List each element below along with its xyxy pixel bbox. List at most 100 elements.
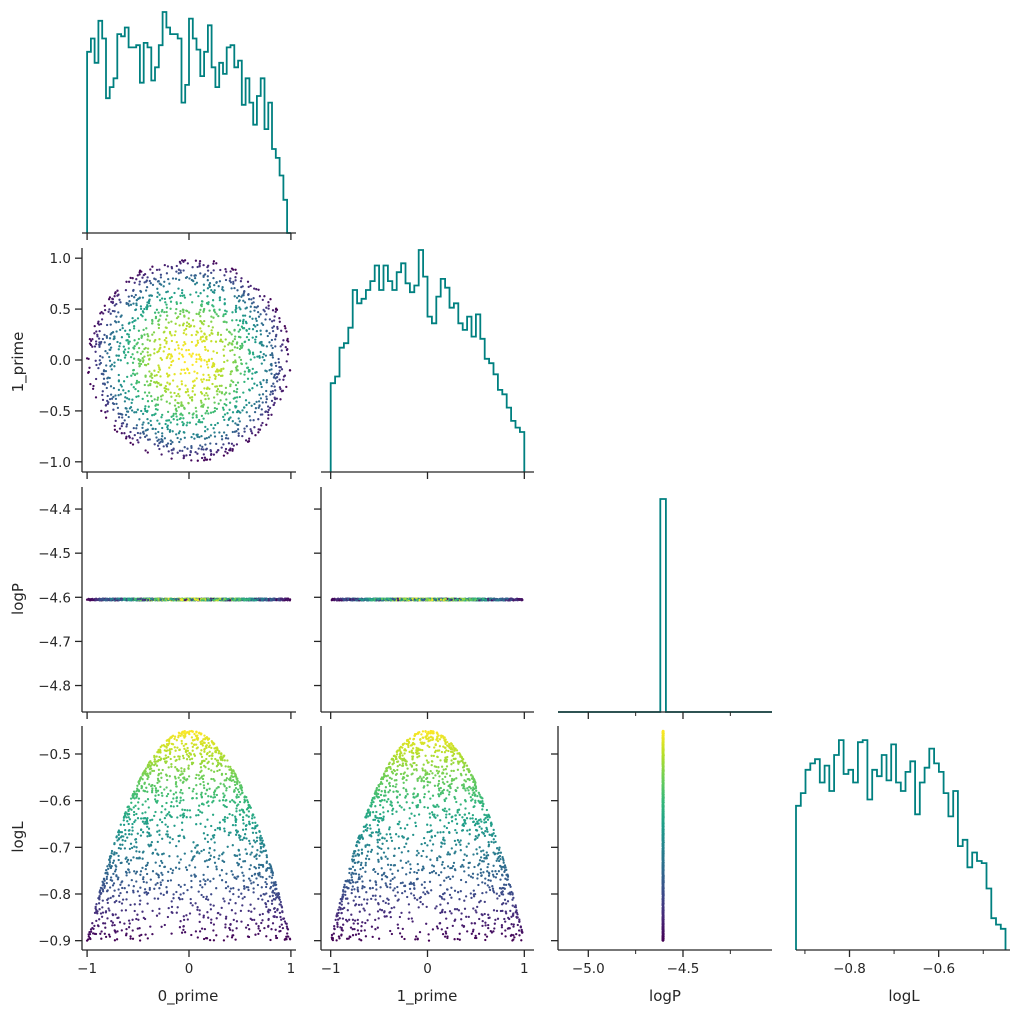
scatter-point (200, 434, 203, 438)
scatter-point (91, 387, 95, 390)
scatter-point (262, 308, 265, 312)
scatter-point (254, 434, 257, 437)
scatter-point (176, 804, 179, 808)
scatter-point (373, 599, 376, 602)
scatter-point (104, 404, 108, 407)
scatter-point (184, 342, 187, 346)
scatter-point (224, 450, 227, 453)
scatter-point (208, 376, 211, 379)
scatter-point (273, 598, 276, 602)
scatter-point (92, 384, 95, 388)
scatter-point (113, 365, 116, 368)
scatter-point (148, 279, 151, 283)
scatter-point (177, 268, 181, 271)
scatter-point (146, 301, 149, 304)
histogram-logP (558, 498, 772, 713)
scatter-point (205, 391, 208, 395)
scatter-point (183, 314, 186, 317)
scatter-point (223, 345, 226, 348)
scatter-point (267, 304, 270, 307)
scatter-point (195, 414, 198, 417)
scatter-point (257, 315, 261, 318)
scatter-point (167, 347, 171, 351)
scatter-point (249, 310, 252, 313)
scatter-point (191, 416, 194, 419)
scatter-point (120, 336, 124, 339)
scatter-point (156, 781, 159, 785)
scatter-point (98, 344, 101, 347)
scatter-point (142, 311, 145, 314)
scatter-point (158, 268, 161, 271)
scatter-point (167, 277, 170, 281)
scatter-point (146, 598, 150, 602)
scatter-point (173, 373, 176, 376)
scatter-point (508, 598, 511, 601)
scatter-point (163, 389, 167, 393)
scatter-point (280, 906, 284, 909)
scatter-point (254, 325, 257, 328)
scatter-point (120, 422, 124, 425)
scatter-point (264, 354, 268, 357)
scatter-point (248, 388, 251, 391)
scatter-point (109, 385, 113, 388)
scatter-point (269, 390, 273, 393)
scatter-point (253, 305, 256, 309)
scatter-point (278, 378, 281, 381)
scatter-point (103, 341, 106, 344)
scatter-point (253, 410, 257, 414)
scatter-point (237, 335, 241, 339)
scatter-point (130, 374, 133, 377)
scatter-point (135, 411, 138, 414)
scatter-point (204, 397, 207, 401)
scatter-point (131, 321, 134, 324)
scatter-point (212, 316, 215, 319)
scatter-point (248, 437, 251, 440)
scatter-point (205, 387, 209, 391)
scatter-point (202, 289, 206, 292)
scatter-point (219, 597, 222, 601)
scatter-point (228, 599, 232, 602)
scatter-point (264, 401, 268, 404)
scatter-point (226, 423, 229, 427)
scatter-point (267, 408, 270, 412)
scatter-point (253, 356, 256, 359)
scatter-point (183, 431, 186, 434)
scatter-point (220, 446, 223, 449)
scatter-point (137, 337, 141, 341)
scatter-point (275, 307, 278, 310)
scatter-point (143, 333, 146, 336)
scatter-point (151, 322, 154, 325)
scatter-point (130, 409, 134, 412)
scatter-point (265, 423, 268, 426)
scatter-point (206, 275, 209, 278)
scatter-point (195, 358, 198, 361)
scatter-point (225, 597, 228, 600)
scatter-point (129, 903, 132, 907)
scatter-point (212, 260, 216, 263)
scatter-point (276, 380, 279, 383)
scatter-point (190, 354, 193, 357)
scatter-point (235, 405, 238, 408)
scatter-point (236, 428, 240, 431)
scatter-point (168, 855, 171, 858)
scatter-point (110, 300, 113, 304)
scatter-point (193, 393, 197, 396)
scatter-point (196, 459, 199, 462)
scatter-point (143, 307, 146, 311)
scatter-point (113, 310, 116, 313)
scatter-point (117, 348, 120, 351)
scatter-point (148, 370, 151, 373)
scatter-point (165, 340, 168, 343)
scatter-point (251, 351, 255, 354)
scatter-point (159, 273, 163, 276)
scatter-point (203, 345, 207, 349)
scatter-point (128, 321, 131, 324)
scatter-point (129, 406, 133, 409)
scatter-point (199, 336, 203, 339)
scatter-point (207, 324, 210, 328)
scatter-point (106, 394, 109, 398)
scatter-point (244, 439, 248, 442)
scatter-point (136, 438, 139, 442)
scatter-point (251, 387, 254, 390)
scatter-point (191, 266, 194, 269)
